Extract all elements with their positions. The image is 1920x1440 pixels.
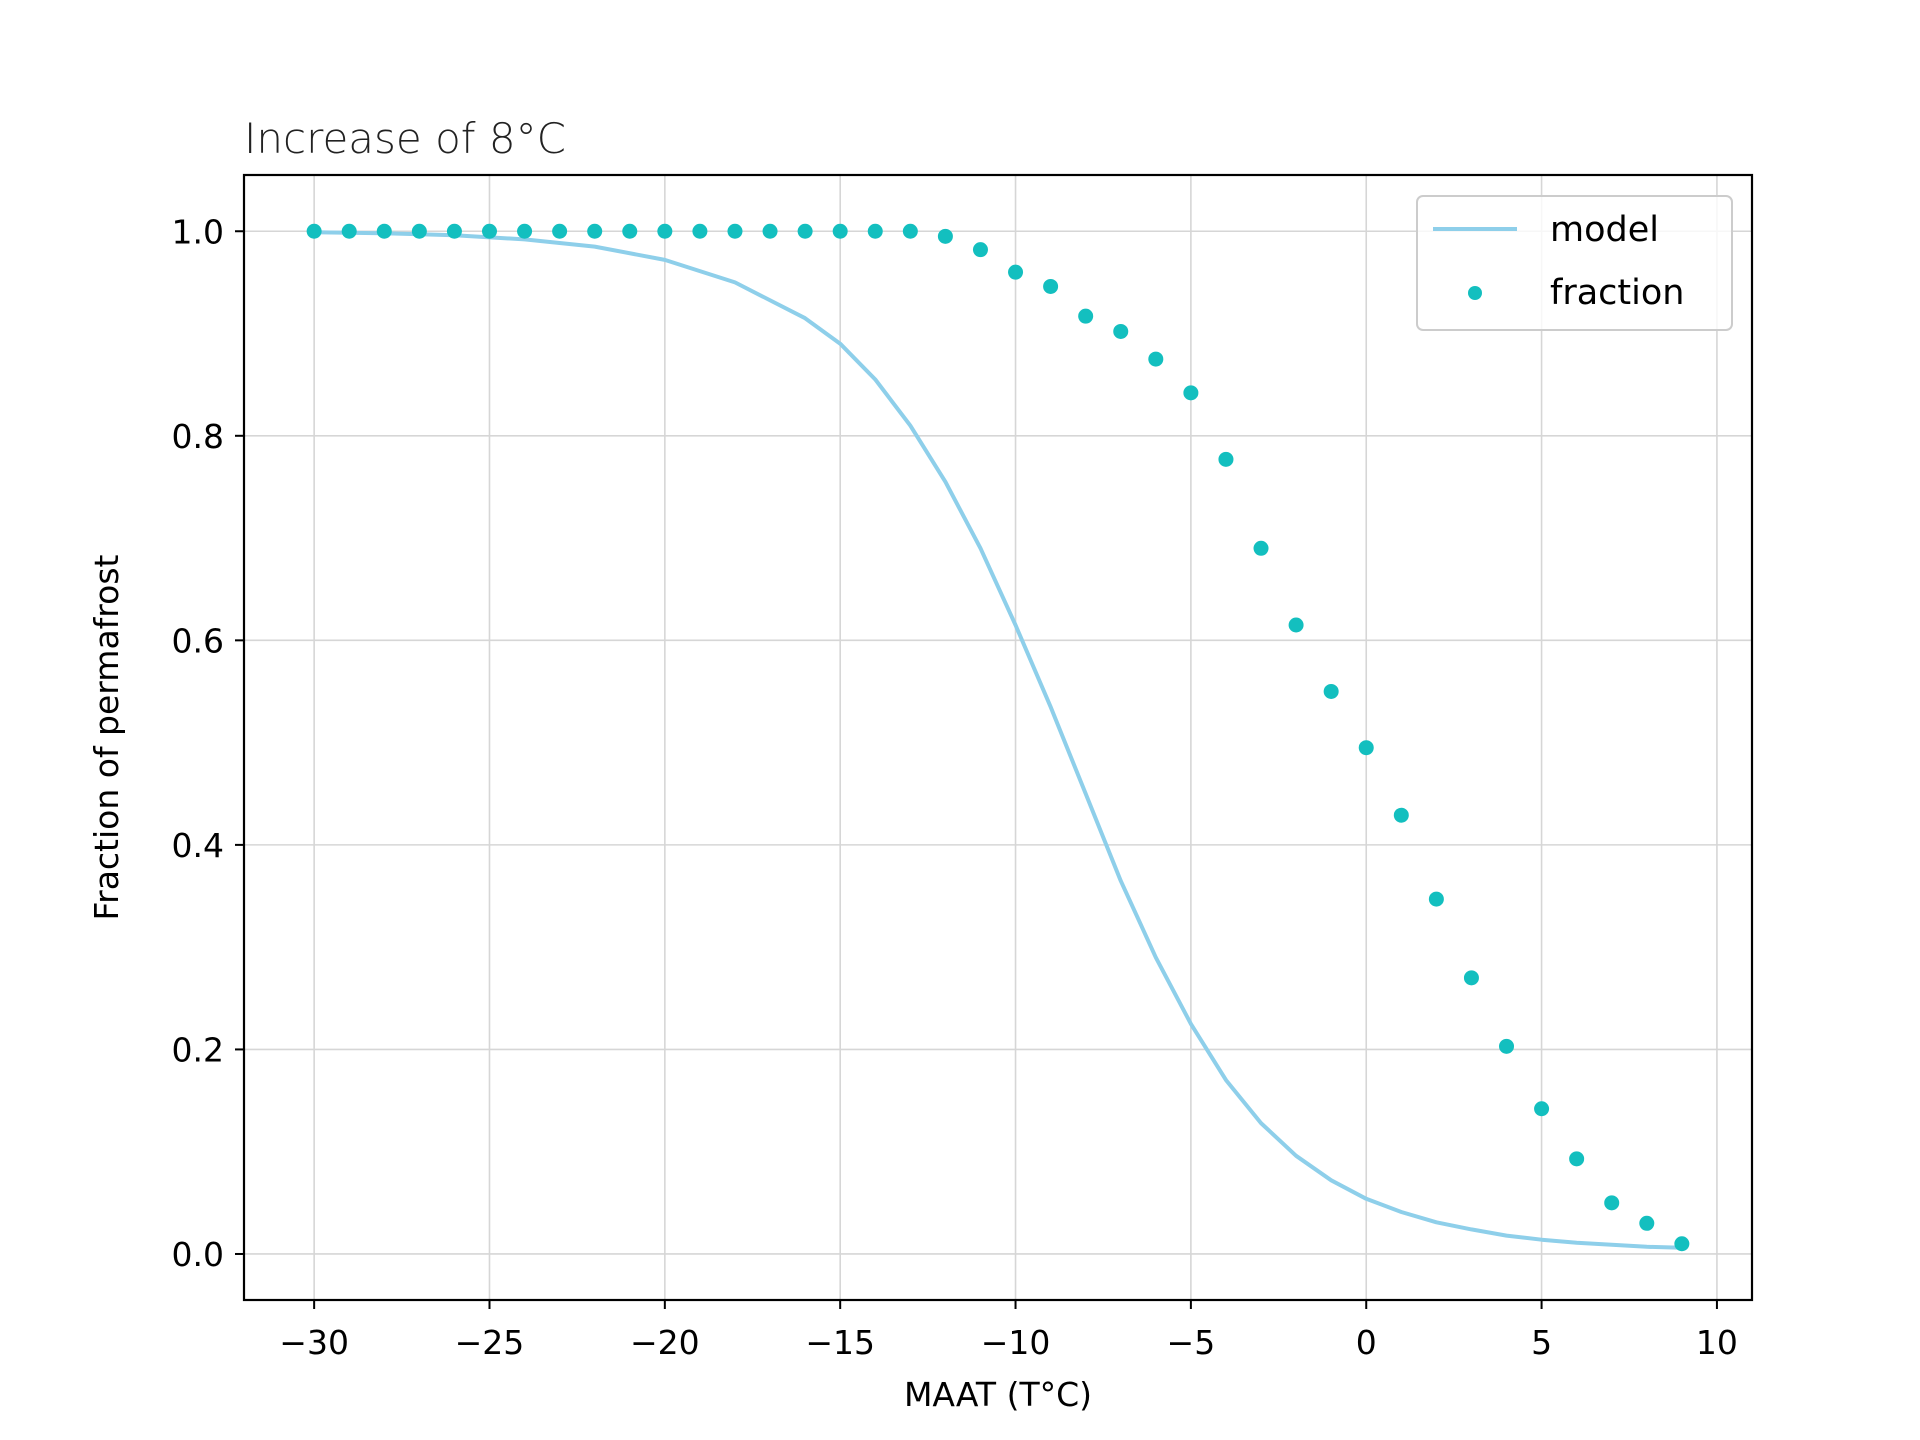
fraction-point (1113, 323, 1129, 339)
y-axis: 0.0 0.2 0.4 0.6 0.8 1.0 (172, 212, 244, 1274)
fraction-point (481, 223, 497, 239)
model-line (312, 230, 1684, 1250)
fraction-point (306, 223, 322, 239)
fraction-point (1183, 385, 1199, 401)
fraction-point (552, 223, 568, 239)
legend-fraction-swatch (1468, 286, 1482, 300)
fraction-point (1428, 891, 1444, 907)
y-tick-label: 0.0 (172, 1235, 224, 1274)
y-axis-title: Fraction of permafrost (87, 554, 126, 920)
fraction-point (1288, 617, 1304, 633)
fraction-point (1148, 351, 1164, 367)
fraction-point (902, 223, 918, 239)
x-axis-title: MAAT (T°C) (904, 1375, 1092, 1414)
fraction-point (1393, 807, 1409, 823)
fraction-point (937, 228, 953, 244)
fraction-point (832, 223, 848, 239)
fraction-point (657, 223, 673, 239)
y-tick-label: 1.0 (172, 212, 224, 251)
fraction-point (797, 223, 813, 239)
fraction-point (1604, 1195, 1620, 1211)
plot-area (306, 223, 1690, 1252)
fraction-point (1078, 308, 1094, 324)
fraction-point (1534, 1101, 1550, 1117)
fraction-point (341, 223, 357, 239)
legend-fraction-label: fraction (1550, 273, 1684, 313)
legend: model fraction (1416, 195, 1733, 331)
x-tick-label: −20 (630, 1323, 700, 1362)
x-tick-label: 5 (1531, 1323, 1552, 1362)
x-axis: −30 −25 −20 −15 −10 −5 0 5 10 (279, 1300, 1738, 1362)
fraction-point (446, 223, 462, 239)
fraction-point (1569, 1151, 1585, 1167)
fraction-point (1253, 540, 1269, 556)
fraction-point (1499, 1038, 1515, 1054)
x-tick-label: −30 (279, 1323, 349, 1362)
fraction-point (1043, 278, 1059, 294)
fraction-point (1008, 264, 1024, 280)
x-tick-label: −5 (1167, 1323, 1216, 1362)
y-tick-label: 0.2 (172, 1030, 224, 1069)
y-tick-label: 0.4 (172, 826, 224, 865)
chart-title: Increase of 8°C (244, 114, 566, 163)
y-tick-label: 0.6 (172, 621, 224, 660)
fraction-point (1463, 970, 1479, 986)
fraction-point (1323, 683, 1339, 699)
fraction-point (376, 223, 392, 239)
fraction-point (1358, 740, 1374, 756)
plot-frame (242, 173, 1754, 1302)
fraction-point (867, 223, 883, 239)
fraction-point (517, 223, 533, 239)
legend-model-label: model (1550, 210, 1659, 250)
x-tick-label: −10 (981, 1323, 1051, 1362)
fraction-point (411, 223, 427, 239)
fraction-point (972, 242, 988, 258)
x-tick-label: 0 (1356, 1323, 1377, 1362)
fraction-point (587, 223, 603, 239)
x-tick-label: 10 (1696, 1323, 1738, 1362)
fraction-point (622, 223, 638, 239)
fraction-point (692, 223, 708, 239)
fraction-point (762, 223, 778, 239)
fraction-point (727, 223, 743, 239)
y-tick-label: 0.8 (172, 417, 224, 456)
x-tick-label: −15 (805, 1323, 875, 1362)
fraction-point (1218, 451, 1234, 467)
fraction-point (1639, 1215, 1655, 1231)
x-tick-label: −25 (455, 1323, 525, 1362)
fraction-point (1674, 1236, 1690, 1252)
